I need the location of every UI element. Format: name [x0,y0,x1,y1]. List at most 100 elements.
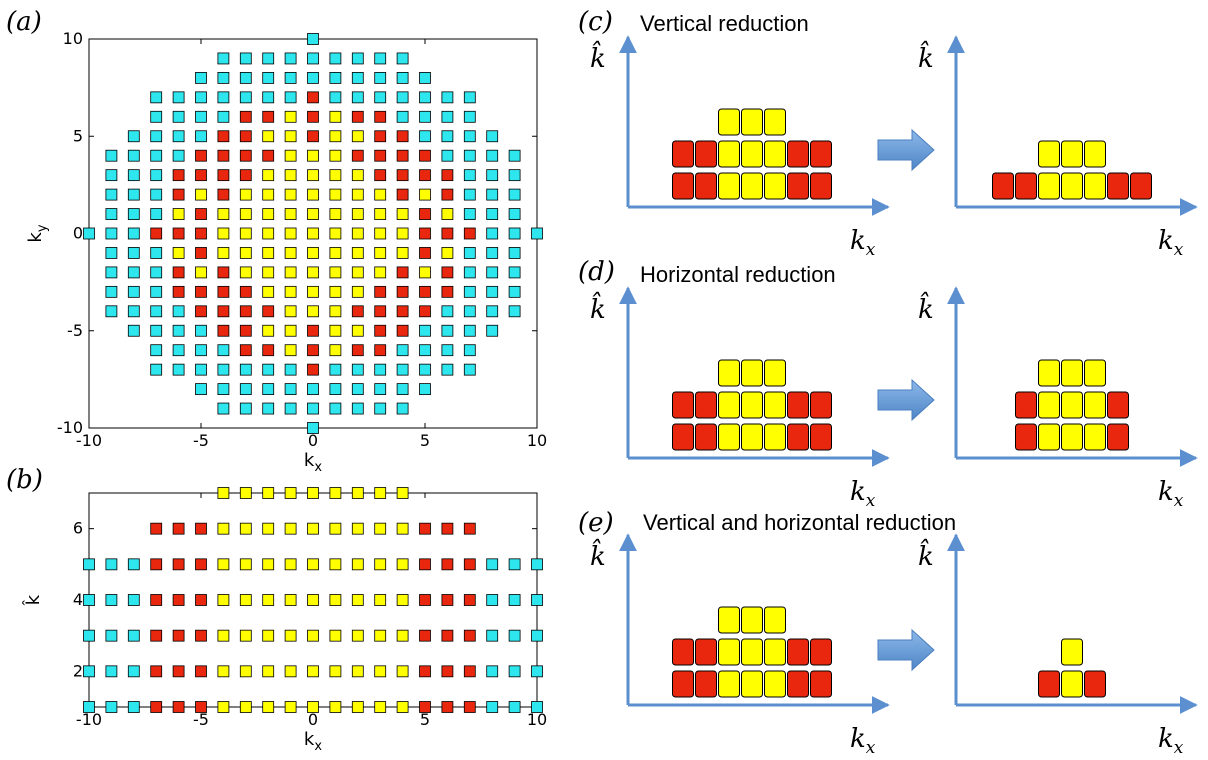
chart-a-point [396,208,409,220]
chart-b-point [374,701,387,713]
diagram-d-after-block [1084,359,1106,387]
chart-b-point [105,701,118,713]
chart-a-point [463,266,476,279]
chart-a-point [127,266,140,279]
chart-a-point [508,266,521,279]
chart-a-point [419,72,431,84]
diagram-c-after-block [1038,172,1060,200]
diagram-d-before-block [787,391,809,419]
diagram-d-before-xlabel-sub: x [866,491,876,511]
chart-b-point [441,594,454,606]
chart-a-point [195,188,207,201]
chart-b-point [262,522,275,535]
chart-b-point [127,665,140,678]
chart-b-ylabel: k̂ [23,594,44,606]
chart-b-point [284,522,297,535]
chart-b-point [195,701,207,713]
chart-a-point [195,363,207,376]
chart-a-point [150,149,163,162]
chart-a-point [239,344,252,357]
chart-a-point [351,285,364,298]
chart-a-point [172,305,185,318]
chart-a-point [217,227,230,240]
chart-b-point [531,701,543,713]
chart-a-point [508,305,521,318]
chart-a-point [172,208,185,220]
chart-a-point [396,383,409,396]
chart-a-point [419,91,431,104]
chart-a-point [239,72,252,84]
chart-a-point [307,130,319,143]
chart-a-point [307,305,319,318]
chart-a-point [396,363,409,376]
diagram-d-before-block [741,391,763,419]
diagram-e-before-block [787,670,809,698]
chart-b-ytick-label: 2 [73,661,83,680]
diagram-c-before-block [787,140,809,168]
chart-b-point [307,629,319,642]
chart-b-point [217,594,230,606]
chart-a-point [195,344,207,357]
chart-a-point [329,363,342,376]
chart-a-point [150,91,163,104]
diagram-d-after-block [1107,423,1129,451]
chart-b-point [172,665,185,678]
chart-a-point [307,33,319,45]
chart-a-point [329,149,342,162]
chart-a-ylabel-sub: y [35,224,50,232]
chart-a-point [284,149,297,162]
chart-b-point [351,558,364,571]
chart-a-point [374,110,387,123]
chart-a-point [217,72,230,84]
chart-a-point [419,208,431,220]
chart-a-point [374,383,387,396]
chart-a-point [217,130,230,143]
chart-a-point [441,285,454,298]
diagram-c-before-ylabel: k̂ [590,40,606,74]
chart-a-point [195,383,207,396]
chart-a-point [463,169,476,182]
chart-a-point [419,344,431,357]
chart-b-point [531,665,543,678]
chart-b-point [419,665,431,678]
chart-b-point [419,522,431,535]
chart-a-point [239,266,252,279]
chart-b-point [217,665,230,678]
chart-a-point [150,344,163,357]
chart-a-point [150,305,163,318]
diagram-c-after-block [1130,172,1152,200]
chart-b-point [463,665,476,678]
chart-a-point [307,52,319,65]
chart-a-point [217,266,230,279]
chart-b-point [463,701,476,713]
chart-a-point [262,324,275,337]
chart-b-point [262,665,275,678]
chart-a-point [307,266,319,279]
diagram-c-before-block [741,108,763,136]
chart-a-point [127,130,140,143]
chart-a-point [351,383,364,396]
chart-b-point [127,701,140,713]
chart-b-point [351,629,364,642]
diagram-d-before-block [718,359,740,387]
chart-a-point [150,169,163,182]
chart-b-point [508,665,521,678]
diagram-d-after-block [1015,391,1037,419]
diagram-c-before-block [764,108,786,136]
diagram-d-after-xlabel-sub: x [1174,491,1184,511]
chart-b-point [83,629,95,642]
chart-a-ytick-label: 10 [63,29,83,48]
chart-b-point [262,594,275,606]
diagram-d-before-block [764,423,786,451]
chart-a-point [239,149,252,162]
chart-a-point [329,52,342,65]
chart-a-point [463,188,476,201]
chart-a-point [105,227,118,240]
chart-b-point [351,522,364,535]
chart-b-point [396,558,409,571]
chart-a-point [217,169,230,182]
chart-a-point [329,188,342,201]
diagram-c-before-block [718,172,740,200]
chart-b-point [486,558,499,571]
diagram-d-before-block [810,391,832,419]
